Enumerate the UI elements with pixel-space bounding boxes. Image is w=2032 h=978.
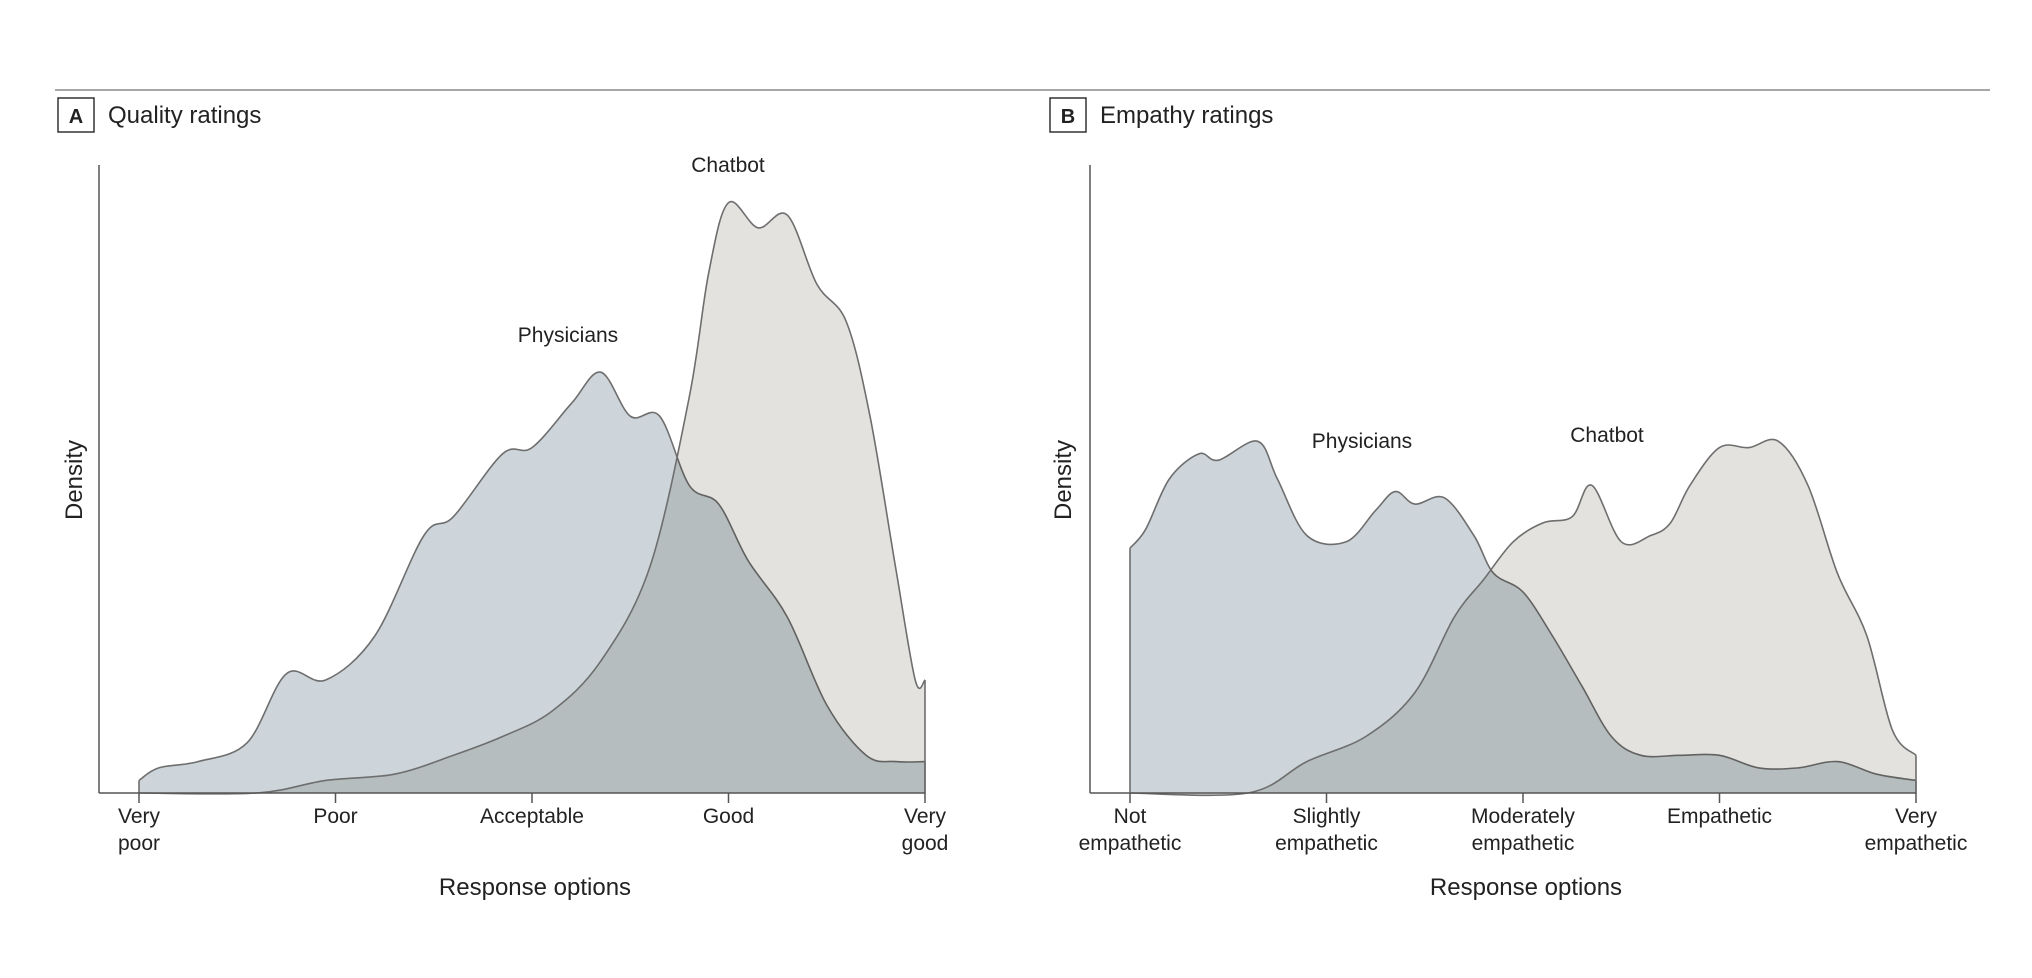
series-label-physicians: Physicians — [1312, 430, 1412, 453]
axes-layer — [1089, 165, 1917, 803]
series-layer — [1129, 438, 1917, 797]
x-tick-label: Acceptable — [480, 805, 584, 828]
x-tick-label: Very empathetic — [1865, 805, 1968, 855]
x-tick-label: Empathetic — [1667, 805, 1772, 828]
x-axis-title: Response options — [1430, 874, 1622, 901]
x-tick-label: Poor — [313, 805, 357, 828]
x-axis-title: Response options — [439, 874, 631, 901]
chatbot-density-line — [1129, 438, 1917, 797]
y-axis-title: Density — [1050, 440, 1077, 520]
panel-title: Quality ratings — [108, 102, 261, 129]
chatbot-density-area — [139, 201, 925, 794]
series-label-chatbot: Chatbot — [1570, 424, 1644, 447]
x-tick-label: Not empathetic — [1079, 805, 1182, 855]
x-tick-label: Moderately empathetic — [1471, 805, 1575, 855]
x-tick-labels: Not empathetic Slightly empathetic Moderatel… — [1079, 805, 1968, 855]
x-tick-label: Slightly empathetic — [1275, 805, 1378, 855]
panel-letter-box — [1049, 97, 1087, 133]
panel-b: B Empathy ratings Not empathetic Slightly e… — [1049, 97, 1968, 901]
x-tick-label: Very poor — [118, 805, 161, 855]
x-tick-label: Very good — [902, 805, 949, 855]
panel-title: Empathy ratings — [1100, 102, 1273, 129]
series-label-chatbot: Chatbot — [691, 154, 765, 177]
panel-letter: A — [69, 106, 83, 128]
axes-layer — [98, 165, 926, 803]
x-tick-labels: Very poor Poor Acceptable Good Very good — [118, 805, 948, 855]
panel-letter-box — [57, 97, 95, 133]
panel-a: A Quality ratings Very poor Poor Acceptable… — [57, 97, 948, 901]
chatbot-density-area — [1130, 439, 1916, 796]
chatbot-density-line — [138, 200, 926, 795]
panel-letter: B — [1061, 106, 1075, 128]
series-labels: Physicians Chatbot — [1312, 424, 1644, 453]
series-label-physicians: Physicians — [518, 324, 618, 347]
y-axis-title: Density — [61, 440, 88, 520]
x-tick-label: Good — [703, 805, 754, 828]
series-labels: Physicians Chatbot — [518, 154, 765, 347]
series-layer — [138, 200, 926, 795]
